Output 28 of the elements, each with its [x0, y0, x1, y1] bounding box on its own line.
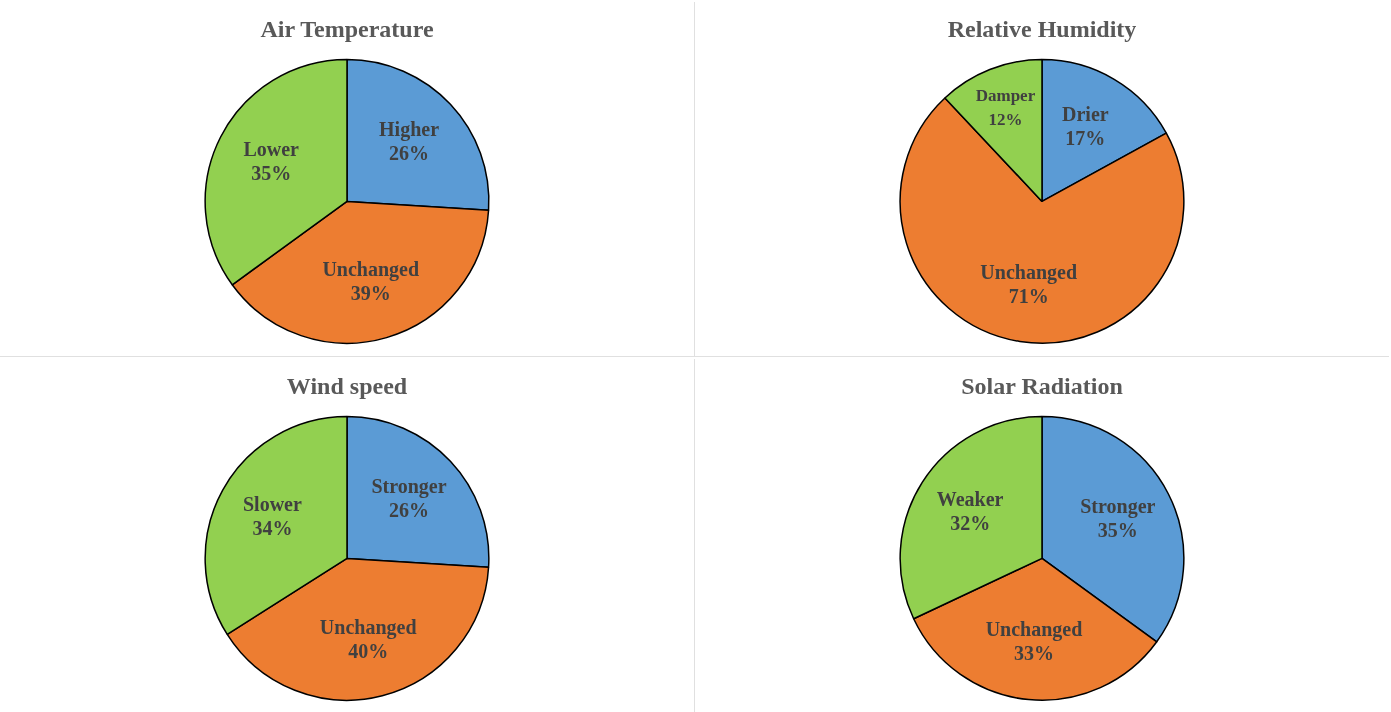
data-label: 39% — [350, 282, 391, 305]
chart-title: Wind speed — [286, 372, 408, 399]
slice-label: Slower — [242, 492, 302, 515]
chart-title: Relative Humidity — [947, 15, 1137, 42]
data-label: 26% — [389, 498, 430, 521]
slice-label: Unchanged — [319, 615, 417, 639]
slice-label: Higher — [379, 118, 440, 142]
slice-label: Unchanged — [322, 258, 420, 282]
data-label: 12% — [988, 110, 1023, 130]
slice-label: Stronger — [371, 474, 447, 498]
data-label: 26% — [389, 142, 430, 165]
slice-label: Unchanged — [985, 617, 1083, 641]
slice-label: Weaker — [936, 487, 1004, 510]
data-label: 33% — [1013, 641, 1054, 664]
chart-title: Air Temperature — [260, 15, 434, 42]
slice-label: Lower — [243, 137, 300, 160]
data-label: 17% — [1065, 127, 1106, 150]
slice-label: Damper — [975, 86, 1036, 106]
data-label: 34% — [252, 516, 293, 539]
slice-label: Stronger — [1080, 494, 1156, 518]
slice-label: Drier — [1062, 103, 1109, 126]
data-label: 35% — [251, 161, 292, 184]
slice-label: Unchanged — [980, 260, 1078, 284]
chart-title: Solar Radiation — [961, 372, 1123, 399]
data-label: 40% — [348, 639, 389, 662]
data-label: 35% — [1097, 518, 1138, 541]
data-label: 71% — [1008, 284, 1049, 307]
data-label: 32% — [950, 511, 991, 534]
